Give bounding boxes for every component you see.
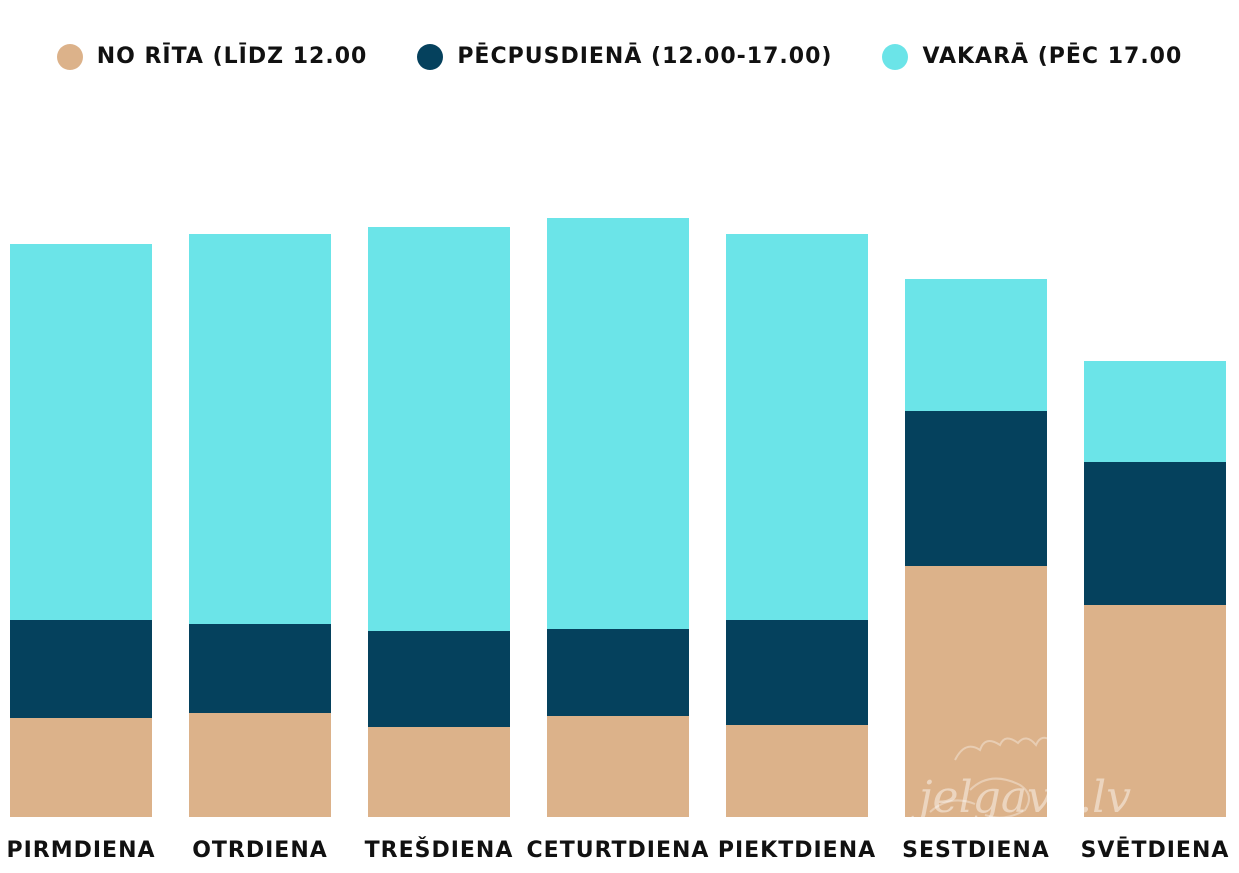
legend-label-afternoon: PĒCPUSDIENĀ (12.00-17.00)	[457, 44, 833, 69]
bar-segment-evening-2	[189, 234, 331, 624]
bar-segment-afternoon-5	[726, 620, 868, 725]
bar-segment-afternoon-3	[368, 631, 510, 727]
bar-segment-afternoon-1	[10, 620, 152, 718]
bar-segment-morning-5	[726, 725, 868, 817]
legend-label-morning: NO RĪTA (LĪDZ 12.00	[96, 44, 368, 69]
category-labels-layer: PIRMDIENA OTRDIENA TREŠDIENA CETURTDIENA PIE…	[6, 837, 1230, 863]
bar-segment-afternoon-4	[547, 629, 689, 716]
chart-legend: NO RĪTA (LĪDZ 12.00 PĒCPUSDIENĀ (12.00-1…	[0, 44, 1239, 70]
bar-segment-afternoon-6	[905, 411, 1047, 566]
bar-segment-evening-1	[10, 244, 152, 620]
bar-segment-evening-4	[547, 218, 689, 629]
legend-label-evening: VAKARĀ (PĒC 17.00	[922, 44, 1183, 69]
legend-swatch-evening	[882, 44, 909, 70]
category-label-6: SESTDIENA	[902, 838, 1050, 863]
bar-segment-evening-6	[905, 279, 1047, 411]
bar-segment-evening-7	[1084, 361, 1226, 462]
category-label-2: OTRDIENA	[192, 838, 328, 863]
moose-logo-icon	[929, 736, 1053, 819]
category-label-3: TREŠDIENA	[365, 837, 514, 863]
legend-swatch-afternoon	[417, 44, 444, 70]
bar-segment-morning-4	[547, 716, 689, 817]
bar-segment-morning-2	[189, 713, 331, 817]
category-label-5: PIEKTDIENA	[718, 838, 876, 863]
bar-segment-morning-1	[10, 718, 152, 817]
category-label-1: PIRMDIENA	[6, 838, 155, 863]
legend-item-evening: VAKARĀ (PĒC 17.00	[882, 44, 1182, 70]
category-label-4: CETURTDIENA	[527, 838, 710, 863]
watermark: jelgava.lv	[910, 736, 1131, 823]
bar-segment-evening-3	[368, 227, 510, 631]
bar-segment-evening-5	[726, 234, 868, 620]
legend-item-afternoon: PĒCPUSDIENĀ (12.00-17.00)	[417, 44, 832, 70]
watermark-text: jelgava.lv	[910, 772, 1131, 823]
bar-segment-morning-3	[368, 727, 510, 817]
bars-layer	[10, 218, 1226, 817]
legend-swatch-morning	[56, 44, 83, 70]
bar-segment-afternoon-7	[1084, 462, 1226, 605]
bar-segment-morning-7	[1084, 605, 1226, 817]
bar-segment-afternoon-2	[189, 624, 331, 713]
legend-item-morning: NO RĪTA (LĪDZ 12.00	[56, 44, 368, 70]
category-label-7: SVĒTDIENA	[1081, 837, 1230, 863]
bar-segment-morning-6	[905, 566, 1047, 817]
